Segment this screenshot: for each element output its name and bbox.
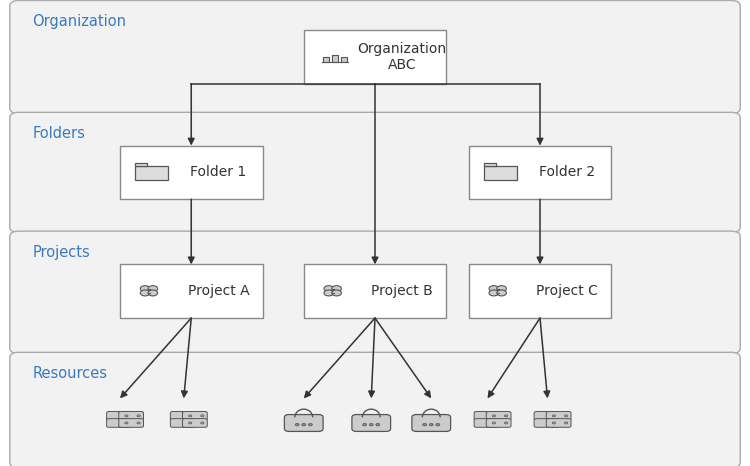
- Circle shape: [332, 290, 341, 296]
- Circle shape: [436, 424, 439, 426]
- Text: Resources: Resources: [32, 366, 107, 381]
- FancyBboxPatch shape: [284, 415, 323, 432]
- FancyBboxPatch shape: [469, 265, 611, 318]
- Circle shape: [201, 422, 204, 424]
- Text: Organization
ABC: Organization ABC: [358, 42, 447, 72]
- Circle shape: [124, 422, 128, 424]
- Circle shape: [505, 415, 508, 417]
- Circle shape: [492, 415, 496, 417]
- FancyBboxPatch shape: [170, 418, 195, 427]
- FancyBboxPatch shape: [182, 418, 207, 427]
- Circle shape: [565, 415, 568, 417]
- FancyBboxPatch shape: [135, 166, 168, 180]
- Circle shape: [201, 415, 204, 417]
- Text: Project B: Project B: [371, 284, 433, 298]
- FancyBboxPatch shape: [10, 0, 740, 114]
- FancyBboxPatch shape: [534, 418, 559, 427]
- FancyBboxPatch shape: [486, 411, 511, 420]
- FancyBboxPatch shape: [10, 231, 740, 354]
- FancyBboxPatch shape: [546, 418, 571, 427]
- Circle shape: [137, 415, 140, 417]
- Circle shape: [565, 422, 568, 424]
- Circle shape: [552, 415, 556, 417]
- Circle shape: [429, 424, 433, 426]
- Circle shape: [302, 424, 306, 426]
- Circle shape: [324, 290, 334, 296]
- Circle shape: [188, 422, 192, 424]
- Circle shape: [137, 422, 140, 424]
- Circle shape: [505, 422, 508, 424]
- FancyBboxPatch shape: [412, 415, 451, 432]
- FancyBboxPatch shape: [120, 265, 262, 318]
- Circle shape: [489, 290, 499, 296]
- FancyBboxPatch shape: [118, 411, 143, 420]
- FancyBboxPatch shape: [474, 418, 499, 427]
- Text: Projects: Projects: [32, 245, 90, 260]
- Text: Folders: Folders: [32, 126, 85, 141]
- Circle shape: [308, 424, 312, 426]
- Circle shape: [496, 290, 506, 296]
- FancyBboxPatch shape: [106, 411, 131, 420]
- Text: Organization: Organization: [32, 14, 126, 29]
- Bar: [484, 163, 496, 166]
- FancyBboxPatch shape: [469, 145, 611, 199]
- FancyBboxPatch shape: [474, 411, 499, 420]
- Text: Folder 1: Folder 1: [190, 165, 247, 179]
- Circle shape: [376, 424, 380, 426]
- Circle shape: [140, 290, 150, 296]
- Circle shape: [148, 290, 158, 296]
- FancyBboxPatch shape: [484, 166, 517, 180]
- Circle shape: [140, 286, 150, 292]
- FancyBboxPatch shape: [352, 415, 391, 432]
- Text: Project C: Project C: [536, 284, 598, 298]
- Text: Folder 2: Folder 2: [539, 165, 596, 179]
- Circle shape: [124, 415, 128, 417]
- Circle shape: [324, 286, 334, 292]
- FancyBboxPatch shape: [10, 112, 740, 233]
- Circle shape: [332, 286, 341, 292]
- Circle shape: [188, 415, 192, 417]
- FancyBboxPatch shape: [304, 30, 446, 84]
- Bar: [332, 55, 338, 62]
- FancyBboxPatch shape: [120, 145, 262, 199]
- FancyBboxPatch shape: [118, 418, 143, 427]
- Circle shape: [492, 422, 496, 424]
- FancyBboxPatch shape: [170, 411, 195, 420]
- Bar: [323, 57, 329, 62]
- Circle shape: [496, 286, 506, 292]
- Circle shape: [369, 424, 374, 426]
- Circle shape: [552, 422, 556, 424]
- FancyBboxPatch shape: [486, 418, 511, 427]
- Circle shape: [296, 424, 299, 426]
- Bar: [135, 163, 148, 166]
- FancyBboxPatch shape: [182, 411, 207, 420]
- Text: Project A: Project A: [188, 284, 249, 298]
- FancyBboxPatch shape: [546, 411, 571, 420]
- Circle shape: [363, 424, 367, 426]
- Circle shape: [489, 286, 499, 292]
- Circle shape: [423, 424, 427, 426]
- FancyBboxPatch shape: [534, 411, 559, 420]
- FancyBboxPatch shape: [304, 265, 446, 318]
- Circle shape: [148, 286, 158, 292]
- Bar: [341, 57, 347, 62]
- FancyBboxPatch shape: [10, 352, 740, 466]
- FancyBboxPatch shape: [106, 418, 131, 427]
